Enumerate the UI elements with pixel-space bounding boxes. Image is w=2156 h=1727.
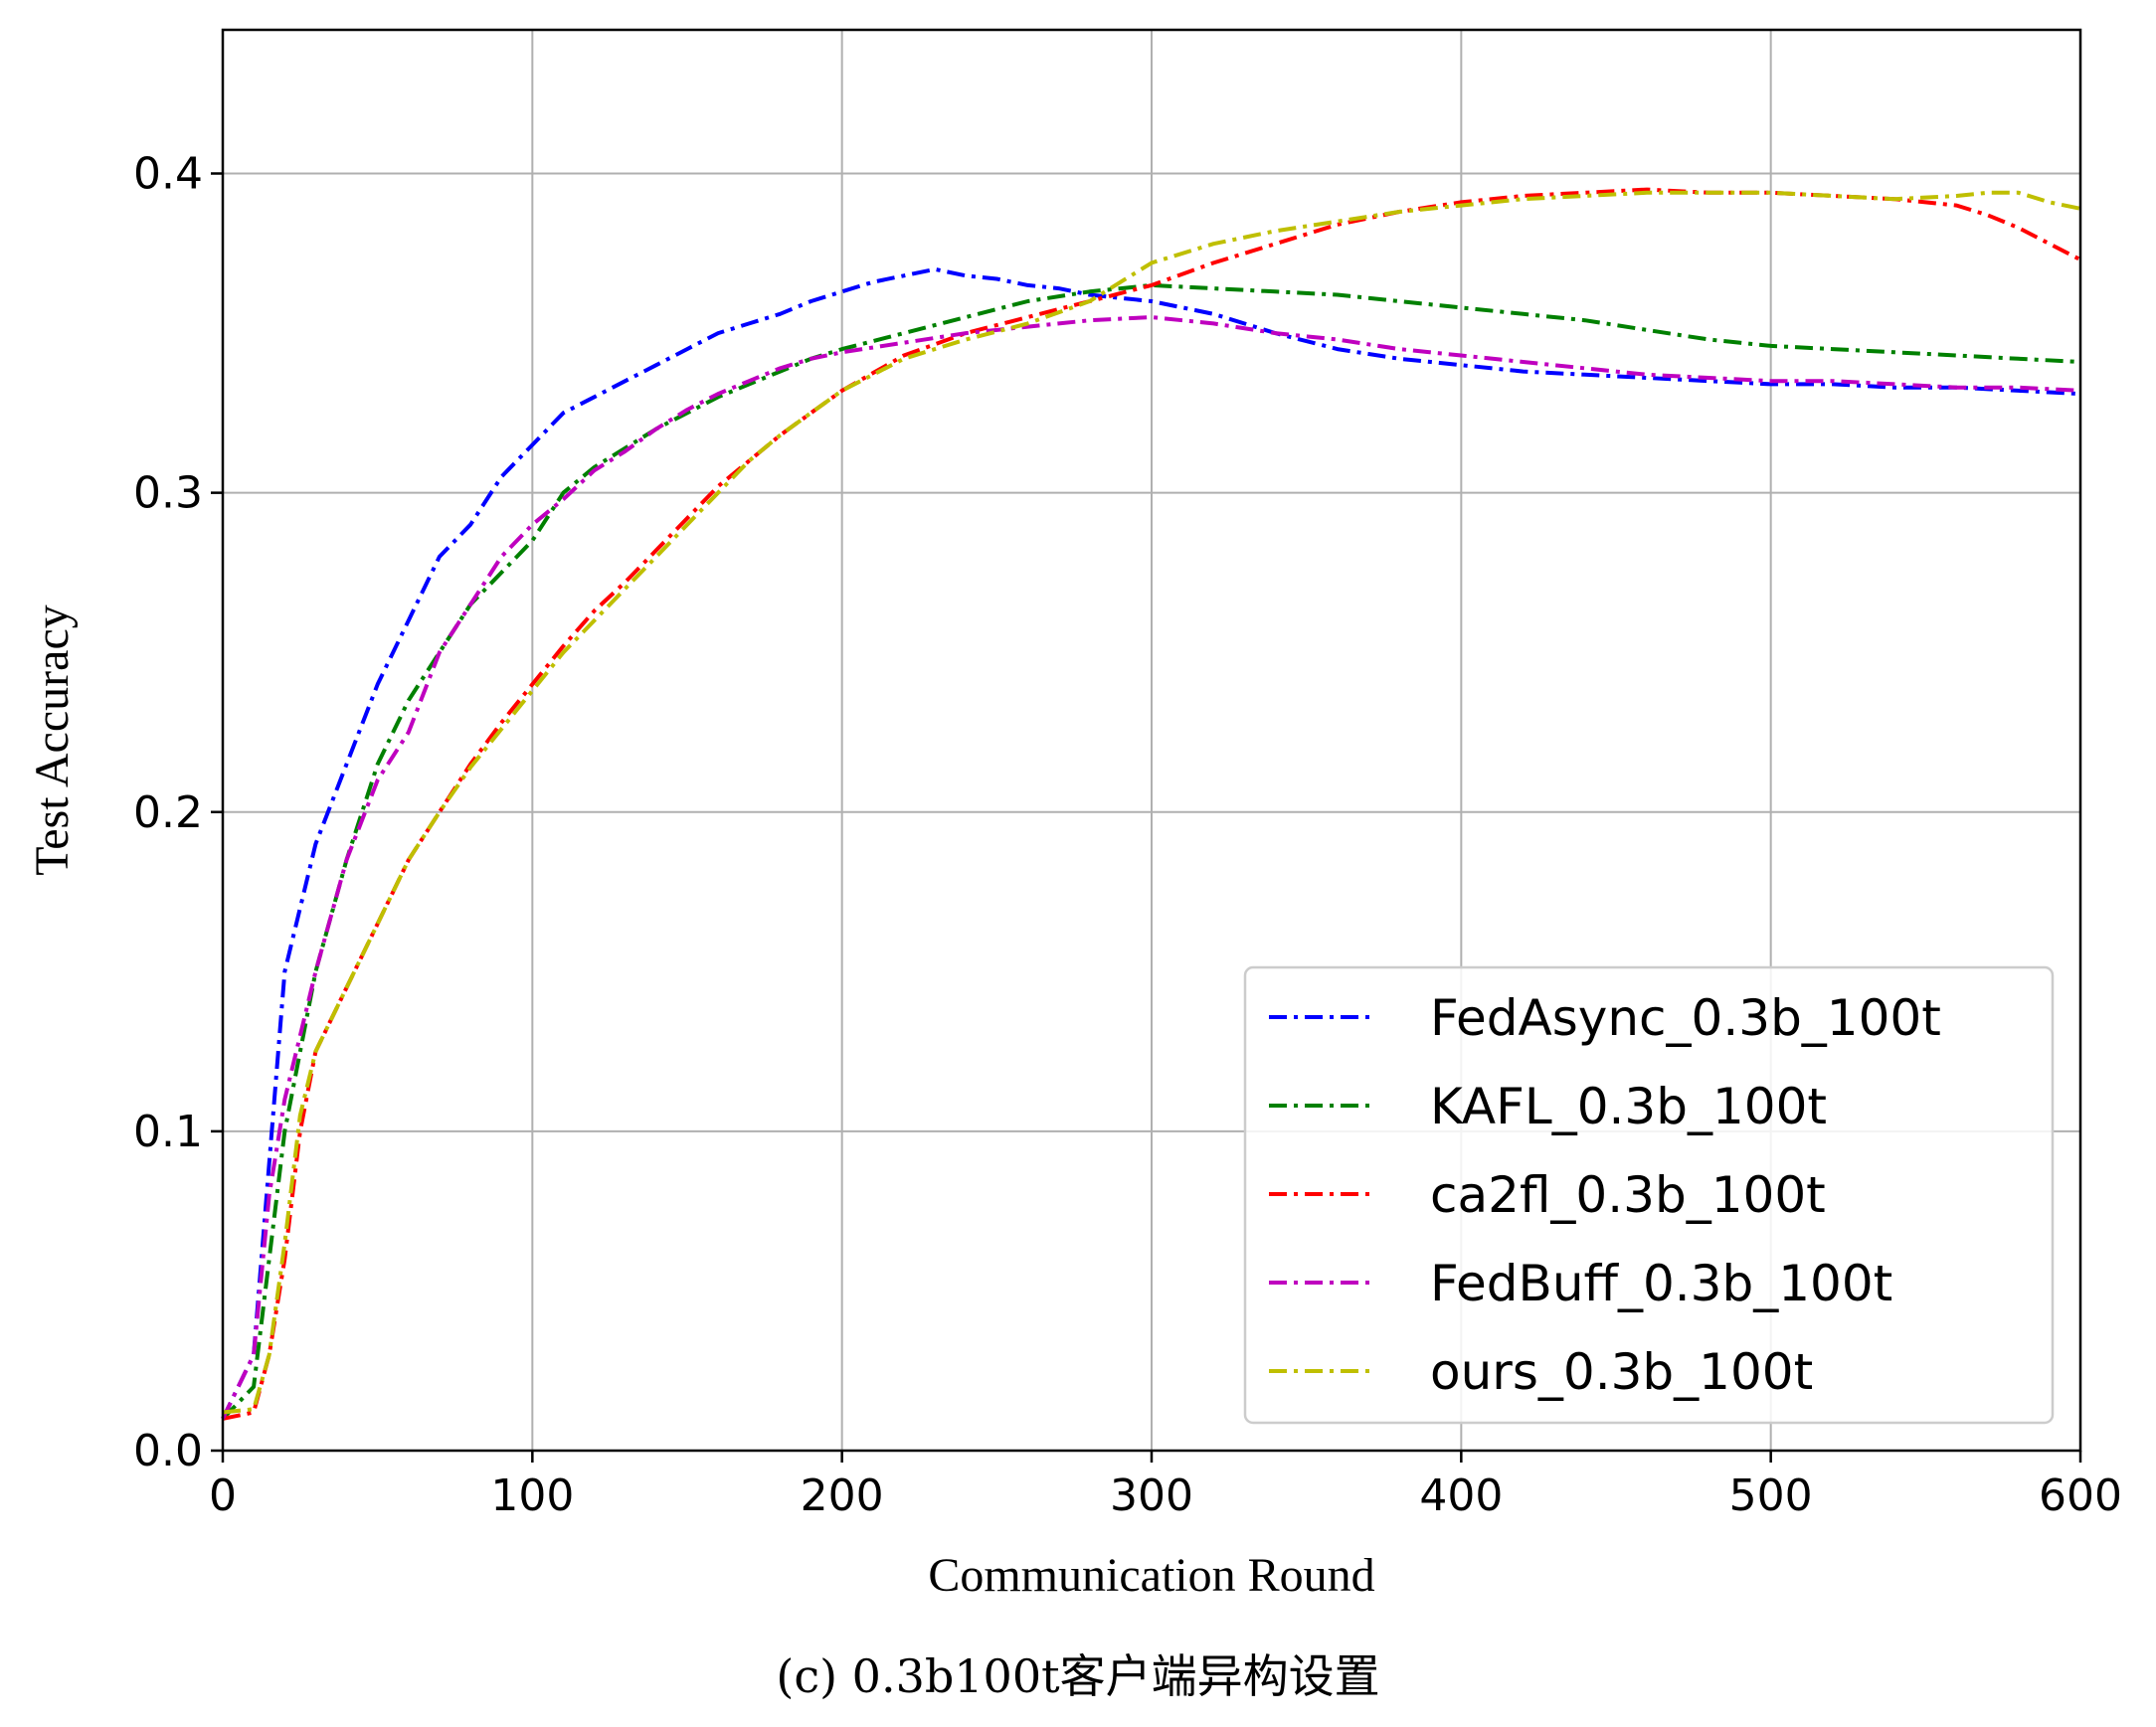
x-tick-label: 500: [1729, 1470, 1813, 1521]
x-tick-label: 400: [1419, 1470, 1503, 1521]
axis-ticks: 0 100 200 300 400 500 600 0.0 0.1 0.2 0.3 0.4: [133, 149, 2122, 1521]
figure-caption: (c) 0.3b100t客户端异构设置: [776, 1649, 1380, 1703]
series-line-1: [221, 282, 2081, 1421]
x-tick-label: 600: [2039, 1470, 2122, 1521]
y-axis-label: Test Accuracy: [26, 604, 79, 876]
y-tick-label: 0.2: [133, 787, 203, 838]
legend-label: ca2fl_0.3b_100t: [1430, 1166, 1826, 1224]
y-tick-label: 0.3: [133, 468, 203, 519]
series-line-0: [221, 266, 2081, 1420]
legend-label: KAFL_0.3b_100t: [1430, 1078, 1827, 1135]
legend-label: ours_0.3b_100t: [1430, 1343, 1813, 1401]
grid-lines: [222, 30, 2081, 1452]
series-layer: [221, 187, 2081, 1421]
legend-box: [1243, 965, 2055, 1425]
legend-label: FedAsync_0.3b_100t: [1430, 989, 1941, 1047]
x-tick-label: 0: [209, 1470, 237, 1521]
series-line-3: [221, 315, 2081, 1420]
y-tick-label: 0.1: [133, 1107, 203, 1157]
x-tick-label: 200: [801, 1470, 884, 1521]
legend-label: FedBuff_0.3b_100t: [1430, 1255, 1892, 1312]
legend: FedAsync_0.3b_100t KAFL_0.3b_100t ca2fl_0.…: [1243, 965, 2055, 1425]
y-tick-label: 0.4: [133, 149, 203, 200]
series-line-4: [222, 190, 2081, 1415]
x-axis-label: Communication Round: [928, 1549, 1374, 1602]
x-tick-label: 300: [1110, 1470, 1193, 1521]
y-tick-label: 0.0: [133, 1426, 203, 1476]
x-tick-label: 100: [490, 1470, 574, 1521]
